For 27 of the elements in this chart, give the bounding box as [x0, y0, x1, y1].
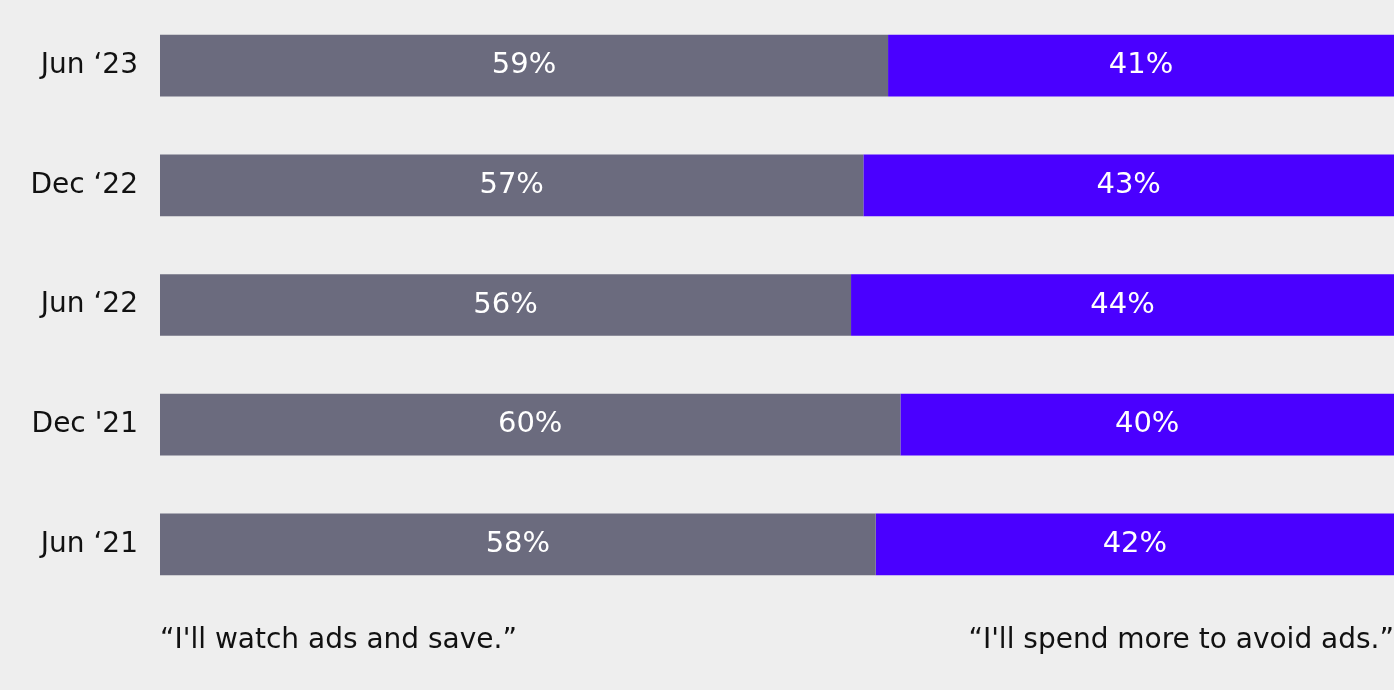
- data-label: 40%: [1114, 405, 1180, 440]
- bar: [160, 34, 889, 97]
- data-label: 59%: [491, 46, 557, 81]
- bar: [875, 513, 1394, 576]
- series-label: “I'll spend more to avoid ads.”: [968, 622, 1394, 655]
- series-label: “I'll watch ads and save.”: [160, 622, 517, 655]
- bar: [160, 274, 852, 336]
- bar: [863, 154, 1394, 217]
- data-label: 58%: [485, 524, 551, 559]
- data-label: 41%: [1108, 46, 1174, 81]
- y-tick-label: Dec '21: [31, 405, 138, 439]
- bar: [160, 513, 876, 576]
- y-tick-label: Jun ‘22: [38, 286, 138, 320]
- y-tick-label: Dec ‘22: [30, 166, 138, 200]
- data-label: 60%: [497, 405, 563, 440]
- data-label: 43%: [1096, 165, 1161, 200]
- data-label: 57%: [479, 165, 544, 200]
- bar: [900, 393, 1394, 456]
- bar: [160, 393, 901, 456]
- data-label: 44%: [1090, 285, 1155, 320]
- y-tick-label: Jun ‘23: [38, 46, 138, 80]
- y-tick-label: Jun ‘21: [38, 525, 138, 559]
- data-label: 56%: [473, 285, 538, 320]
- data-label: 42%: [1102, 524, 1168, 559]
- bar: [160, 154, 864, 217]
- bar: [851, 274, 1394, 336]
- bar: [888, 34, 1394, 97]
